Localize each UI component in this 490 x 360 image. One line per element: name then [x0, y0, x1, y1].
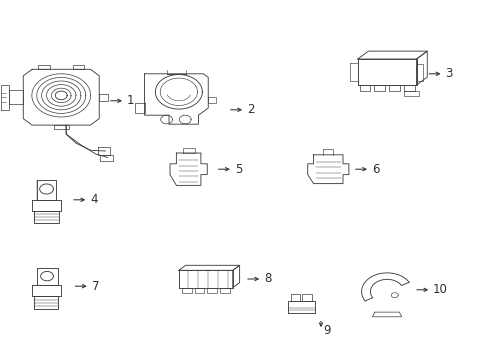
Text: 5: 5 [235, 163, 242, 176]
Text: 7: 7 [92, 280, 99, 293]
Text: 6: 6 [372, 163, 379, 176]
Text: 10: 10 [433, 283, 448, 296]
Text: 9: 9 [323, 324, 330, 337]
Text: 1: 1 [127, 94, 134, 107]
Text: 8: 8 [264, 273, 271, 285]
Text: 2: 2 [247, 103, 254, 116]
Text: 4: 4 [90, 193, 98, 206]
Text: 3: 3 [445, 67, 453, 80]
